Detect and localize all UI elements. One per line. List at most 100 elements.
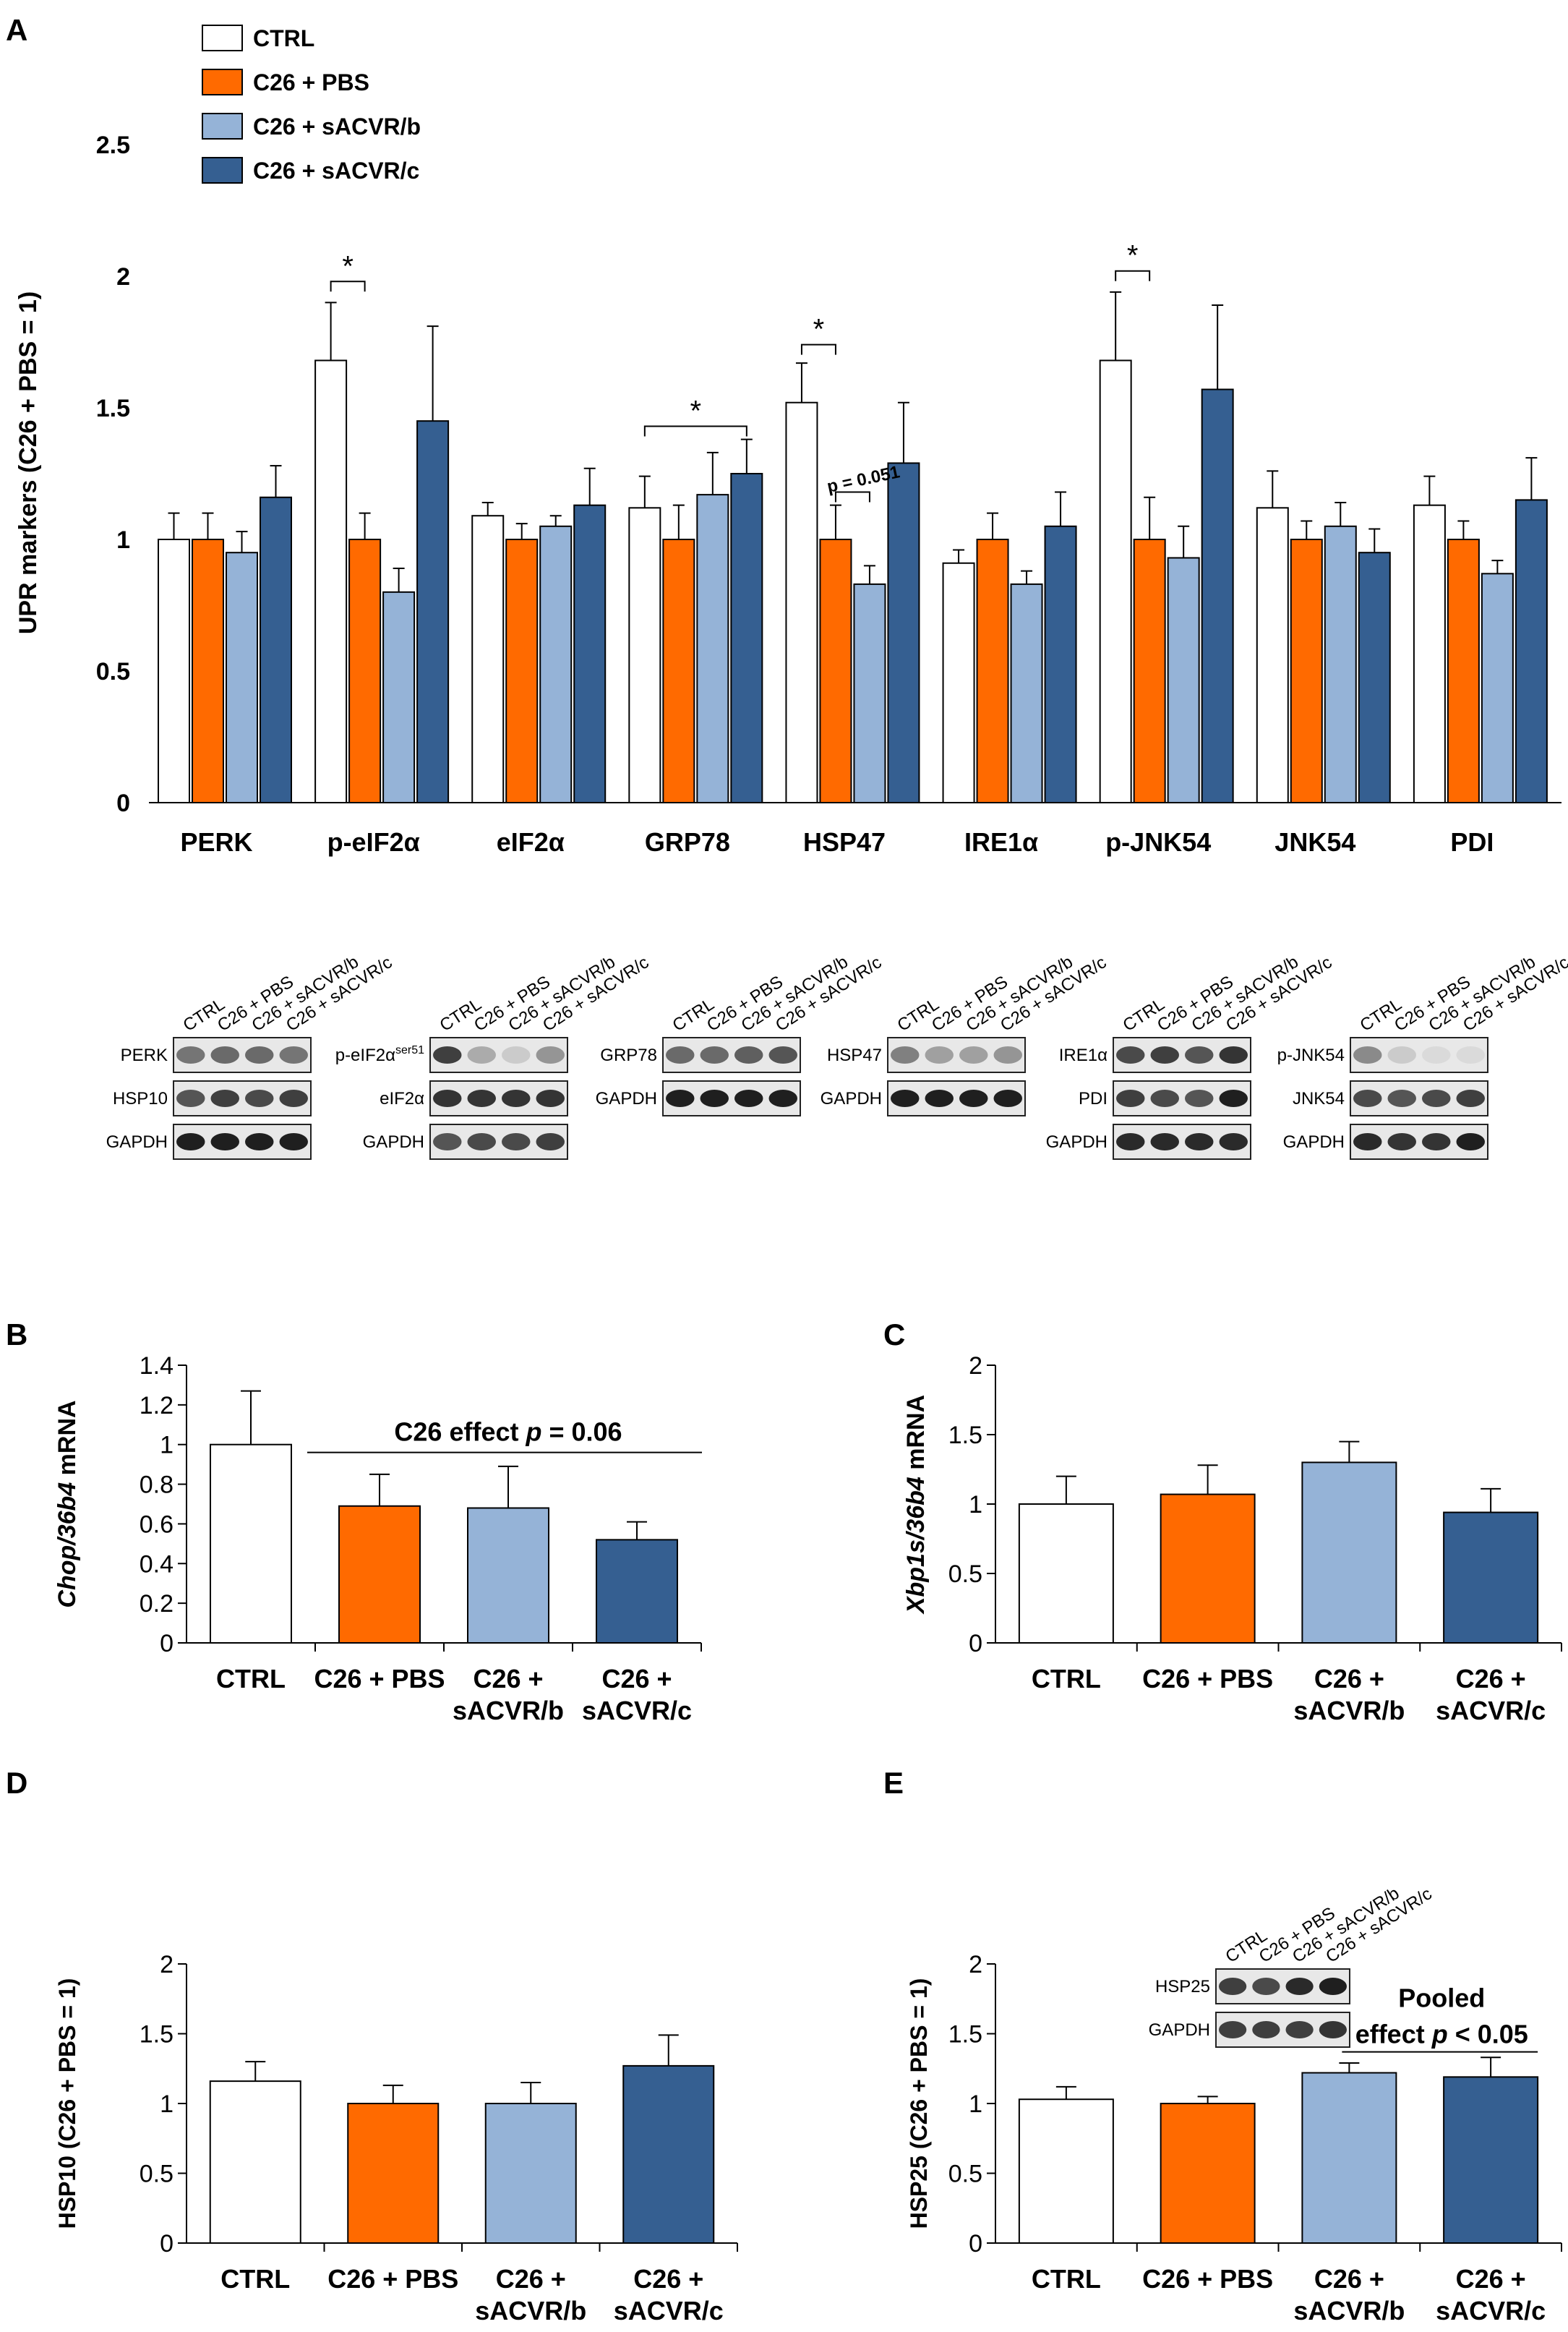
effect-label-line1: Pooled: [1398, 1983, 1485, 2013]
bar: [1447, 539, 1480, 803]
significance-bracket: [643, 425, 747, 437]
bar: [348, 539, 382, 803]
protein-band: [210, 1133, 239, 1150]
bar: [976, 539, 1009, 803]
bar: [622, 2064, 715, 2244]
band-label: GAPDH: [596, 1089, 657, 1109]
bar-group: [158, 291, 1548, 804]
bar: [338, 1505, 421, 1644]
bar: [628, 507, 661, 803]
bar: [1301, 2072, 1397, 2245]
y-tick-label: 1: [969, 2090, 982, 2118]
y-tick-label: 0: [116, 790, 130, 817]
bar: [382, 591, 416, 803]
y-tick-label: 0.8: [140, 1472, 173, 1499]
category-label: HSP47: [803, 827, 886, 857]
category-label: C26 +: [1314, 1664, 1384, 1694]
bar: [484, 2103, 577, 2244]
protein-band: [666, 1046, 695, 1064]
band-label-superscript: ser51: [395, 1044, 424, 1056]
effect-label: effect p < 0.05: [1355, 2020, 1528, 2049]
panel-label-a: A: [6, 13, 27, 47]
y-axis-label: HSP25 (C26 + PBS = 1): [906, 1978, 932, 2229]
category-label: CTRL: [220, 2264, 290, 2294]
y-axis-label-gene: Chop/36b4: [53, 1482, 81, 1608]
protein-band: [891, 1090, 920, 1107]
bar: [662, 539, 695, 803]
category-label: C26 +: [601, 1664, 672, 1694]
bar: [1324, 525, 1357, 803]
protein-band: [993, 1046, 1022, 1064]
y-tick-label: 0.5: [96, 658, 130, 685]
band-label: GRP78: [600, 1046, 657, 1065]
protein-band: [176, 1046, 205, 1064]
bar: [210, 1443, 292, 1644]
protein-band: [1285, 2021, 1314, 2038]
bar: [1018, 2098, 1114, 2244]
protein-band: [1219, 1978, 1247, 1995]
y-tick-label: 1: [969, 1491, 982, 1519]
bar: [209, 2080, 301, 2245]
protein-band: [467, 1133, 496, 1150]
legend-swatch: [202, 69, 243, 95]
y-axis-label: UPR markers (C26 + PBS = 1): [14, 291, 42, 634]
y-tick-label: 0.5: [140, 2161, 173, 2188]
category-label: CTRL: [1032, 2264, 1101, 2294]
bar: [1515, 499, 1548, 804]
bar: [1018, 1503, 1114, 1644]
band-label: HSP10: [113, 1089, 168, 1109]
band-label: HSP25: [1155, 1977, 1210, 1996]
bar: [1133, 539, 1166, 803]
protein-band: [925, 1090, 954, 1107]
bar: [158, 539, 190, 803]
protein-band: [1353, 1133, 1382, 1150]
protein-band: [502, 1090, 531, 1107]
legend-swatch: [202, 157, 243, 184]
protein-band: [467, 1046, 496, 1064]
protein-band: [1252, 1978, 1280, 1995]
bar: [1167, 557, 1200, 803]
category-label: C26 + PBS: [1142, 2264, 1273, 2294]
protein-band: [176, 1090, 205, 1107]
protein-band: [467, 1090, 496, 1107]
band-label: GAPDH: [1283, 1132, 1345, 1152]
bar: [467, 1507, 549, 1644]
bar: [1481, 573, 1514, 803]
band-label: GAPDH: [363, 1132, 424, 1152]
effect-label-p: p: [1431, 2020, 1448, 2049]
band-label: p-eIF2αser51: [335, 1044, 424, 1065]
x-axis: PERK p-eIF2α eIF2α GRP78 HSP47 IRE1α p-JNK54 JN…: [181, 827, 1494, 857]
protein-band: [1422, 1090, 1451, 1107]
effect-label-p: p: [525, 1417, 541, 1447]
bar: [1301, 1461, 1397, 1644]
y-tick-label: 1: [160, 1432, 173, 1459]
protein-band: [210, 1090, 239, 1107]
protein-band: [1387, 1046, 1416, 1064]
protein-band: [279, 1046, 308, 1064]
y-tick-label: 0: [160, 2230, 173, 2258]
chart-panel-e: 0 0.5 1 1.5 2 HSP25 (C26 + PBS = 1) CTRL C26 + …: [906, 1951, 1562, 2325]
protein-band: [536, 1090, 565, 1107]
bar: [1256, 507, 1289, 803]
bar: [347, 2103, 440, 2244]
bar: [785, 401, 818, 803]
protein-band: [1387, 1133, 1416, 1150]
protein-band: [993, 1090, 1022, 1107]
category-label: sACVR/b: [475, 2296, 586, 2325]
legend: CTRL C26 + PBS C26 + sACVR/b C26 + sACVR/c: [202, 25, 421, 184]
protein-band: [279, 1090, 308, 1107]
legend-label: C26 + PBS: [253, 69, 369, 95]
protein-band: [433, 1090, 462, 1107]
effect-label-suffix: < 0.05: [1448, 2020, 1528, 2049]
protein-band: [210, 1046, 239, 1064]
significance-bracket: [800, 343, 836, 355]
y-tick-label: 2: [160, 1951, 173, 1978]
chart-panel-c: 0 0.5 1 1.5 2 Xbp1s/36b4 mRNA CTRL C26 + PBS C26…: [902, 1352, 1562, 1725]
category-label: C26 + PBS: [327, 2264, 458, 2294]
y-tick-label: 2: [116, 263, 130, 291]
bar: [596, 1539, 678, 1644]
protein-band: [1456, 1046, 1485, 1064]
protein-band: [925, 1046, 954, 1064]
y-axis-label-gene: Xbp1s/36b4: [902, 1477, 930, 1615]
protein-band: [1353, 1090, 1382, 1107]
